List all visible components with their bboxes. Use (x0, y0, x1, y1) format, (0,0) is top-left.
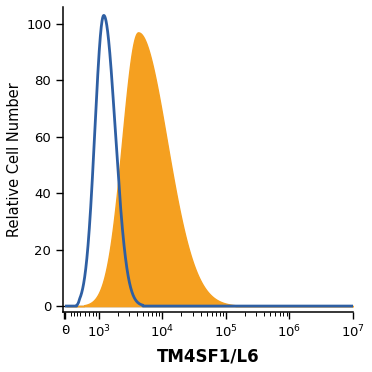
Y-axis label: Relative Cell Number: Relative Cell Number (7, 82, 22, 237)
X-axis label: TM4SF1/L6: TM4SF1/L6 (157, 347, 259, 365)
